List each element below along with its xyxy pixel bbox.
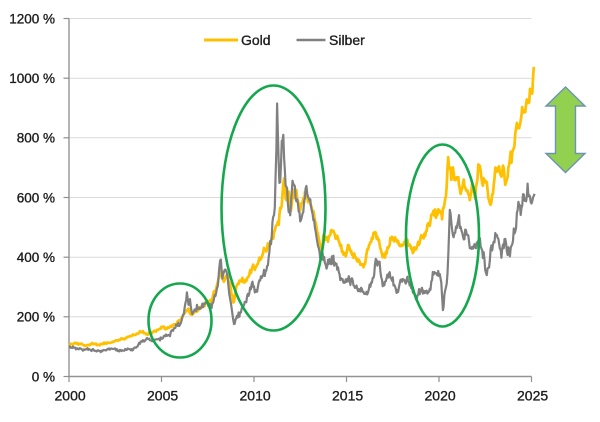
svg-text:1200 %: 1200 %: [9, 11, 55, 26]
svg-text:800 %: 800 %: [17, 131, 55, 146]
svg-text:400 %: 400 %: [17, 250, 55, 265]
svg-text:200 %: 200 %: [17, 310, 55, 325]
svg-text:2005: 2005: [147, 388, 178, 404]
svg-text:2015: 2015: [332, 388, 363, 404]
svg-text:2000: 2000: [55, 388, 86, 404]
svg-text:Silber: Silber: [329, 32, 365, 48]
svg-text:0 %: 0 %: [32, 369, 55, 384]
svg-text:600 %: 600 %: [17, 190, 55, 205]
svg-text:Gold: Gold: [241, 32, 271, 48]
svg-text:2010: 2010: [240, 388, 271, 404]
svg-text:2020: 2020: [425, 388, 456, 404]
svg-text:1000 %: 1000 %: [9, 71, 55, 86]
svg-text:2025: 2025: [517, 388, 548, 404]
